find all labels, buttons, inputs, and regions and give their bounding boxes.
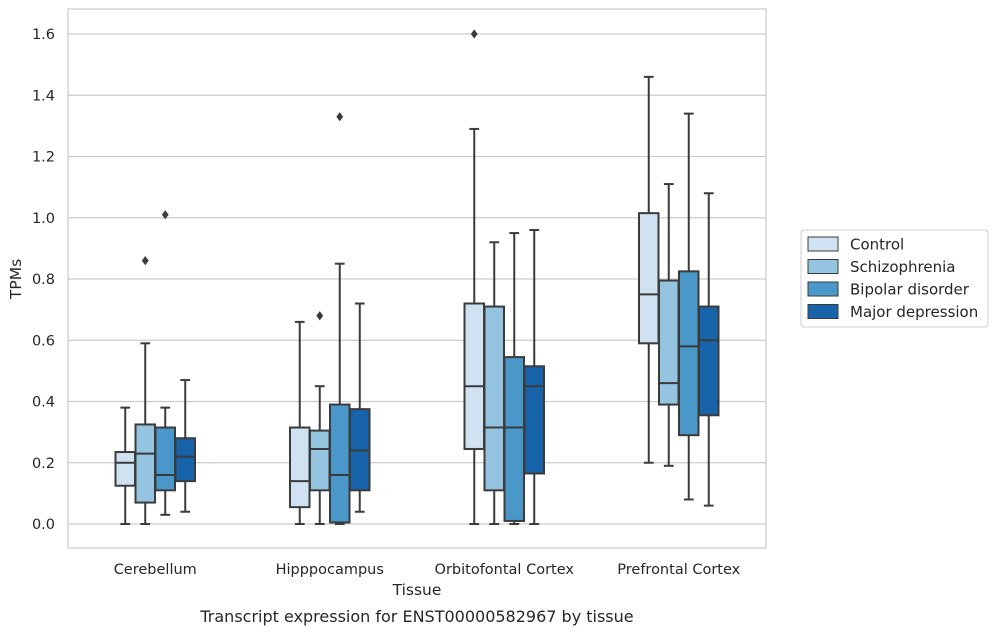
box-3-0: [638, 75, 660, 464]
box-body: [309, 429, 331, 492]
box-body: [658, 279, 680, 406]
box-body: [698, 305, 720, 417]
y-tick-label: 0.8: [32, 272, 55, 288]
box-body: [463, 302, 485, 450]
box-3-2: [678, 112, 700, 501]
x-tick-label: Prefrontal Cortex: [617, 562, 740, 578]
outlier-marker: [141, 256, 149, 266]
box-body: [503, 356, 525, 522]
box-body: [134, 423, 156, 504]
legend-frame: [800, 229, 989, 328]
y-axis-ticks: 0.0 0.2 0.4 0.6 0.8 1.0 1.2 1.4 1.6: [32, 27, 55, 533]
box-2-0: [463, 29, 485, 525]
legend-swatch: [807, 236, 839, 252]
y-tick-label: 1.6: [32, 27, 55, 43]
legend-swatch: [807, 281, 839, 297]
box-1-3: [349, 302, 371, 513]
box-body: [174, 437, 196, 483]
box-0-1: [134, 256, 156, 525]
x-axis-ticks: Cerebellum Hipppocampus Orbitofontal Corte…: [114, 562, 741, 578]
legend-swatch: [807, 259, 839, 274]
box-1-2: [329, 112, 351, 525]
box-body: [483, 305, 505, 492]
box-2-3: [523, 229, 545, 525]
box-2-1: [483, 241, 505, 525]
legend-label: Schizophrenia: [850, 258, 955, 276]
box-body: [523, 365, 545, 475]
plot-boxes: [114, 29, 720, 525]
outlier-marker: [161, 210, 169, 220]
box-body: [114, 451, 136, 487]
x-tick-label: Orbitofontal Cortex: [435, 562, 575, 578]
box-3-3: [698, 192, 720, 507]
legend-swatch: [807, 304, 839, 319]
y-tick-label: 0.4: [32, 395, 55, 411]
outlier-marker: [316, 311, 324, 321]
plot-area-frame: [67, 8, 767, 549]
y-tick-label: 0.2: [32, 456, 55, 472]
box-body: [289, 426, 311, 509]
box-body: [154, 426, 176, 492]
box-body: [329, 403, 351, 524]
x-tick-label: Cerebellum: [114, 562, 197, 578]
figure-caption: Transcript expression for ENST0000058296…: [199, 607, 633, 626]
box-2-2: [503, 232, 525, 525]
x-axis-title: Tissue: [392, 581, 442, 599]
box-0-0: [114, 406, 136, 525]
legend-label: Control: [850, 236, 904, 254]
y-tick-label: 1.0: [32, 211, 55, 227]
box-1-0: [289, 320, 311, 525]
y-tick-label: 1.4: [32, 88, 55, 104]
box-1-1: [309, 311, 331, 525]
y-tick-label: 1.2: [32, 150, 55, 166]
outlier-marker: [470, 29, 478, 39]
box-0-3: [174, 379, 196, 513]
y-tick-label: 0.0: [32, 517, 55, 533]
box-body: [678, 270, 700, 437]
box-0-2: [154, 210, 176, 516]
y-axis-title: TPMs: [7, 259, 25, 300]
legend-label: Major depression: [850, 303, 978, 321]
legend-label: Bipolar disorder: [850, 281, 970, 299]
outlier-marker: [336, 112, 344, 122]
y-tick-label: 0.6: [32, 333, 55, 349]
x-tick-label: Hipppocampus: [276, 562, 384, 578]
legend: Control Schizophrenia Bipolar disorder Majo…: [800, 229, 989, 328]
box-body: [638, 212, 660, 345]
box-3-1: [658, 183, 680, 467]
